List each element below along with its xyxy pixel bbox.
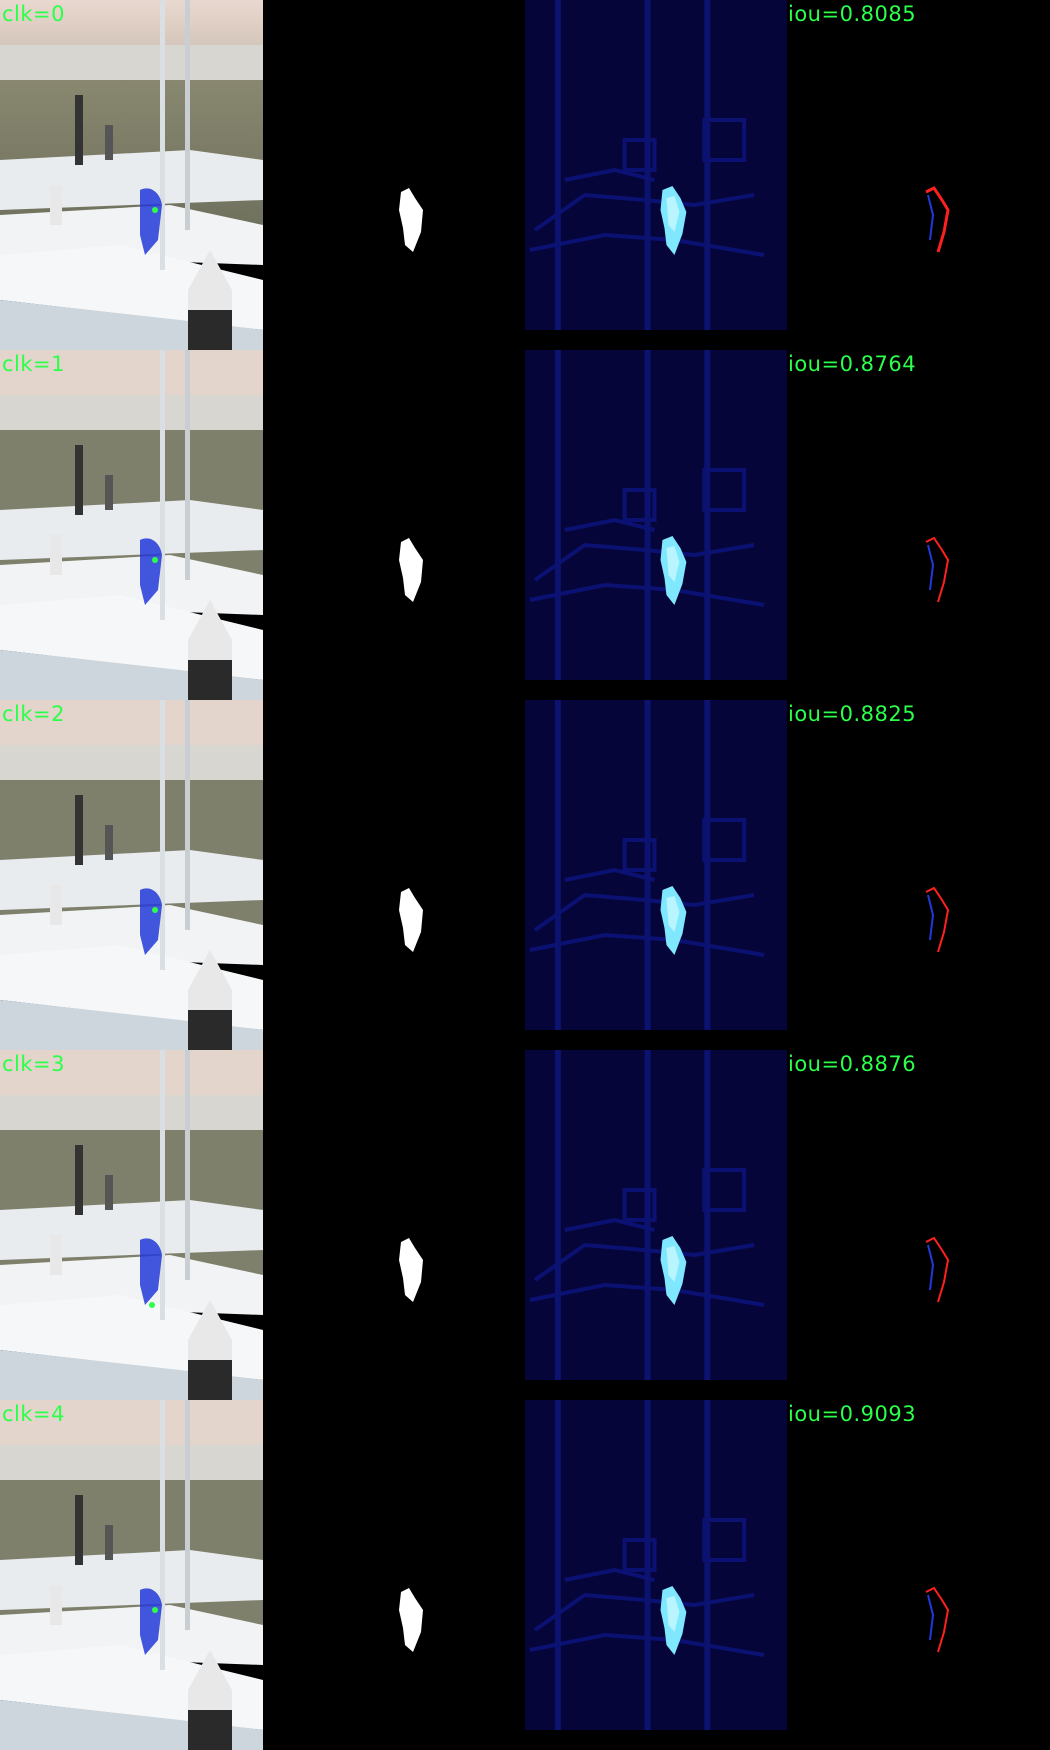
predicted-mask-panel xyxy=(263,1050,525,1400)
iou-score-label: iou=0.8085 xyxy=(788,2,917,26)
result-row: clk=0 xyxy=(0,0,1050,350)
error-map-panel: iou=0.8085 xyxy=(788,0,1050,350)
predicted-mask xyxy=(399,888,423,952)
error-map-panel: iou=0.8876 xyxy=(788,1050,1050,1400)
input-image-panel: clk=0 xyxy=(0,0,263,350)
predicted-mask-panel xyxy=(263,350,525,700)
click-count-label: clk=0 xyxy=(2,2,65,26)
error-map xyxy=(925,186,950,253)
click-count-label: clk=4 xyxy=(2,1402,65,1426)
iou-score-label: iou=0.8764 xyxy=(788,352,917,376)
probability-heatmap xyxy=(525,350,787,700)
iou-score-label: iou=0.8825 xyxy=(788,702,917,726)
predicted-mask xyxy=(399,1588,423,1652)
marina-photo xyxy=(0,350,263,700)
error-map-panel: iou=0.9093 xyxy=(788,1400,1050,1750)
result-row: clk=2 xyxy=(0,700,1050,1050)
input-image-panel: clk=4 xyxy=(0,1400,263,1750)
predicted-mask xyxy=(399,188,423,252)
error-map xyxy=(925,1236,950,1303)
error-map-panel: iou=0.8825 xyxy=(788,700,1050,1050)
result-row: clk=1 xyxy=(0,350,1050,700)
marina-photo xyxy=(0,1050,263,1400)
predicted-mask-panel xyxy=(263,1400,525,1750)
click-count-label: clk=2 xyxy=(2,702,65,726)
probability-heatmap-panel xyxy=(525,1050,787,1400)
probability-heatmap-panel xyxy=(525,350,787,700)
predicted-mask-panel xyxy=(263,0,525,350)
error-map xyxy=(925,886,950,953)
marina-photo xyxy=(0,0,263,350)
click-count-label: clk=3 xyxy=(2,1052,65,1076)
result-row: clk=3 xyxy=(0,1050,1050,1400)
probability-heatmap-panel xyxy=(525,1400,787,1750)
probability-heatmap-panel xyxy=(525,0,787,350)
probability-heatmap xyxy=(525,1050,787,1400)
predicted-mask xyxy=(399,1238,423,1302)
click-count-label: clk=1 xyxy=(2,352,65,376)
probability-heatmap xyxy=(525,1400,787,1750)
input-image-panel: clk=1 xyxy=(0,350,263,700)
iou-score-label: iou=0.9093 xyxy=(788,1402,917,1426)
iou-score-label: iou=0.8876 xyxy=(788,1052,917,1076)
error-map xyxy=(925,1586,950,1653)
error-map xyxy=(925,536,950,603)
marina-photo xyxy=(0,1400,263,1750)
predicted-mask xyxy=(399,538,423,602)
probability-heatmap xyxy=(525,700,787,1050)
error-map-panel: iou=0.8764 xyxy=(788,350,1050,700)
probability-heatmap xyxy=(525,0,787,350)
probability-heatmap-panel xyxy=(525,700,787,1050)
result-row: clk=4 xyxy=(0,1400,1050,1750)
input-image-panel: clk=2 xyxy=(0,700,263,1050)
input-image-panel: clk=3 xyxy=(0,1050,263,1400)
predicted-mask-panel xyxy=(263,700,525,1050)
marina-photo xyxy=(0,700,263,1050)
